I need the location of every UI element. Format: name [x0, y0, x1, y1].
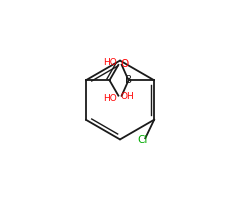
- Text: OH: OH: [121, 92, 134, 101]
- Text: O: O: [121, 59, 129, 69]
- Text: Cl: Cl: [137, 135, 148, 145]
- Text: HO: HO: [103, 94, 117, 103]
- Text: B: B: [125, 75, 132, 85]
- Text: HO: HO: [103, 58, 117, 67]
